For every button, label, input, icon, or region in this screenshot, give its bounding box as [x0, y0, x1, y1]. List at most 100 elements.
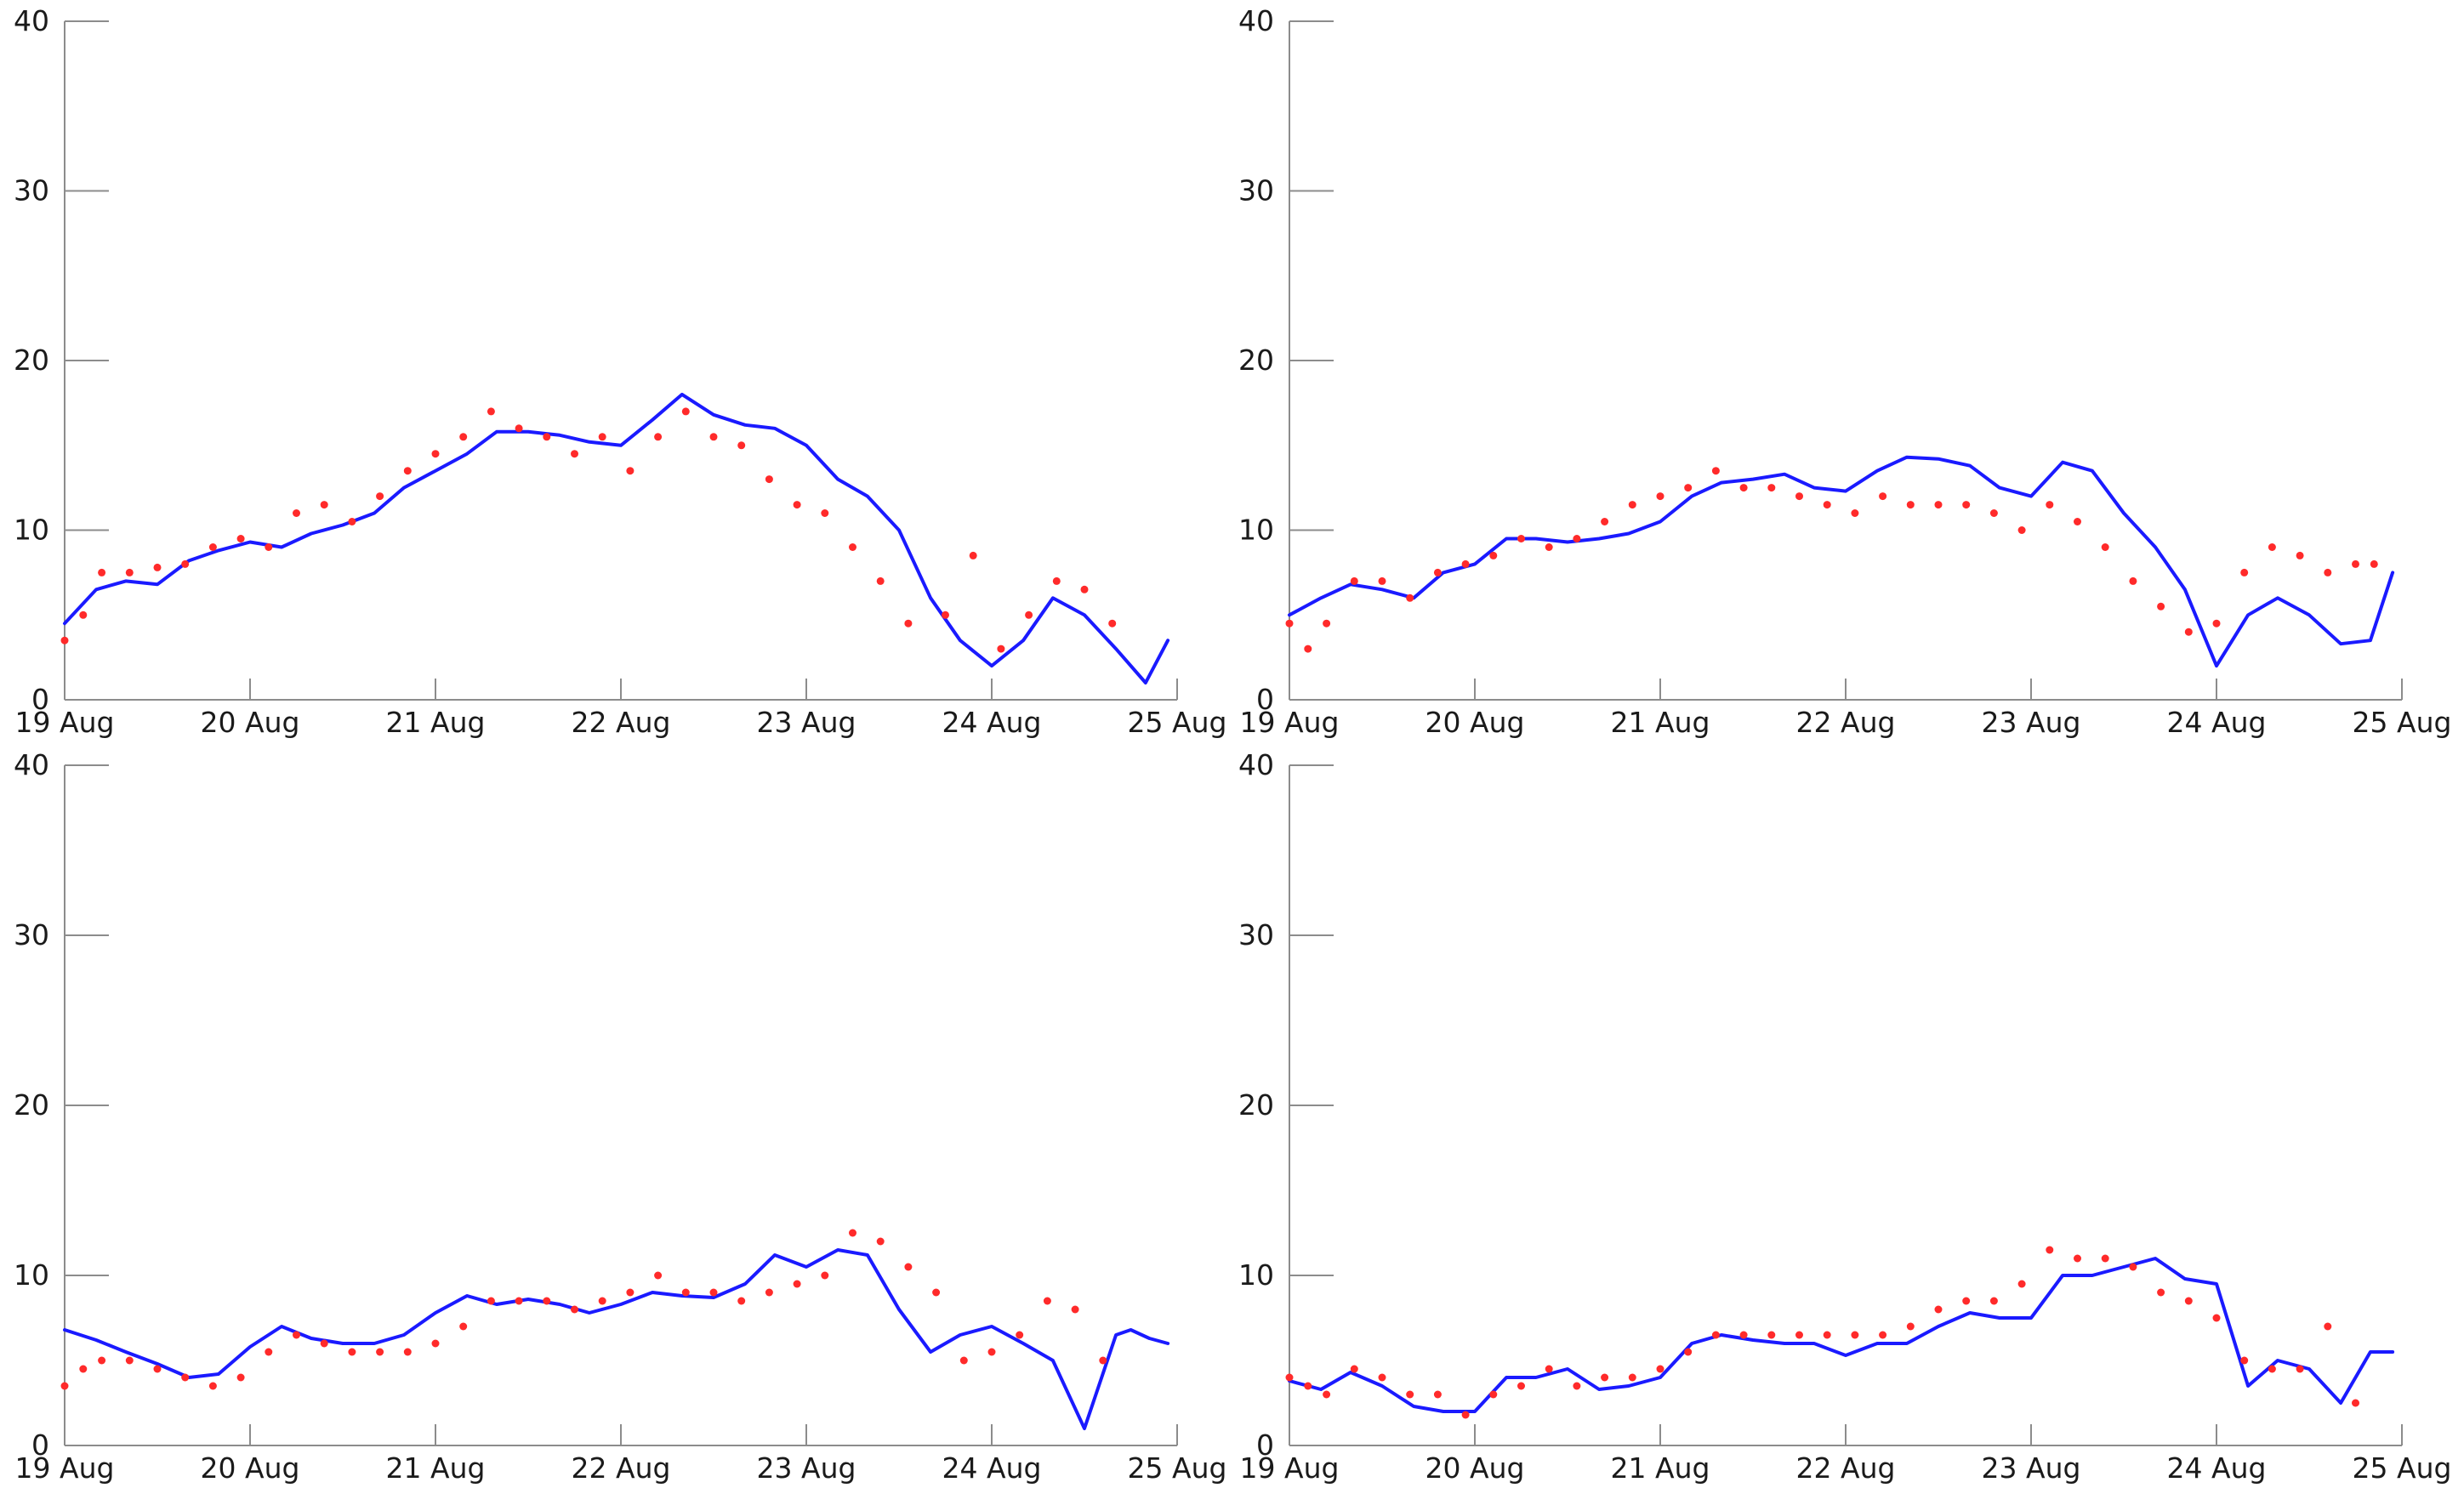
y-tick-label: 0: [1256, 683, 1274, 716]
y-tick-label: 0: [31, 1428, 49, 1462]
scatter-point: [487, 407, 495, 416]
scatter-point: [598, 1297, 606, 1305]
x-tick-label: 25 Aug: [1128, 706, 1227, 739]
scatter-point: [2157, 1288, 2165, 1297]
scatter-point: [2324, 1322, 2332, 1331]
series-line: [1288, 455, 2395, 668]
x-tick-label: 24 Aug: [942, 706, 1042, 739]
scatter-point: [849, 1229, 856, 1237]
scatter-point: [2240, 1356, 2249, 1365]
scatter-point: [737, 1297, 746, 1305]
scatter-point: [1406, 593, 1414, 602]
scatter-point: [2017, 526, 2026, 534]
scatter-point: [1656, 1365, 1664, 1373]
scatter-point: [1323, 619, 1331, 628]
x-tick-label: 21 Aug: [386, 706, 486, 739]
scatter-point: [98, 568, 106, 576]
scatter-point: [208, 543, 217, 551]
scatter-point: [969, 551, 977, 559]
scatter-point: [459, 433, 468, 441]
scatter-point: [1304, 1382, 1312, 1390]
y-tick-label: 20: [14, 1088, 49, 1122]
scatter-point: [1795, 492, 1803, 501]
series-line: [1288, 1257, 2395, 1413]
scatter-point: [2046, 1246, 2054, 1254]
scatter-point: [1906, 501, 1915, 509]
scatter-point: [2101, 543, 2109, 551]
scatter-point: [1795, 1331, 1803, 1339]
scatter-point: [2184, 1297, 2193, 1305]
scatter-point: [997, 645, 1005, 653]
scatter-point: [2352, 1399, 2359, 1407]
y-tick-label: 30: [1238, 174, 1274, 207]
y-tick-label: 40: [1238, 4, 1274, 37]
scatter-point: [1573, 1382, 1581, 1390]
x-tick-label: 25 Aug: [1128, 1451, 1227, 1485]
x-tick-label: 24 Aug: [2167, 706, 2267, 739]
scatter-point: [1851, 509, 1859, 517]
scatter-point: [709, 433, 718, 441]
scatter-point: [1545, 543, 1553, 551]
scatter-point: [543, 433, 551, 441]
scatter-point: [2129, 1263, 2137, 1271]
scatter-point: [821, 509, 829, 517]
scatter-point: [376, 1348, 384, 1356]
x-tick-label: 21 Aug: [386, 1451, 486, 1485]
scatter-point: [153, 563, 162, 571]
scatter-point: [236, 1373, 245, 1382]
scatter-point: [376, 492, 384, 501]
scatter-point: [2296, 551, 2304, 559]
x-tick-label: 22 Aug: [572, 1451, 671, 1485]
y-tick-label: 30: [1238, 918, 1274, 951]
scatter-point: [1879, 492, 1887, 501]
scatter-point: [598, 433, 606, 441]
y-tick-label: 40: [14, 4, 49, 37]
y-tick-label: 20: [1238, 344, 1274, 377]
series-line: [63, 1248, 1170, 1430]
scatter-point: [1099, 1356, 1107, 1365]
scatter-point: [2101, 1254, 2109, 1263]
scatter-point: [236, 535, 245, 542]
scatter-point: [1711, 1331, 1720, 1339]
scatter-point: [709, 1288, 718, 1297]
scatter-point: [2212, 1314, 2221, 1322]
scatter-point: [320, 1339, 328, 1348]
scatter-point: [765, 1288, 773, 1297]
scatter-point: [515, 424, 523, 433]
scatter-point: [1285, 1373, 1294, 1382]
scatter-point: [320, 501, 328, 509]
scatter-point: [2268, 543, 2276, 551]
scatter-point: [1043, 1297, 1051, 1305]
scatter-point: [1684, 1348, 1693, 1356]
scatter-point: [1823, 501, 1831, 509]
y-tick-label: 40: [14, 748, 49, 781]
x-tick-label: 19 Aug: [15, 706, 115, 739]
scatter-point: [181, 559, 190, 568]
scatter-point: [849, 543, 856, 551]
scatter-point: [125, 1356, 134, 1365]
scatter-point: [626, 467, 634, 475]
scatter-point: [2074, 1254, 2081, 1263]
scatter-point: [2296, 1365, 2304, 1373]
scatter-point: [1285, 619, 1294, 628]
chart-panel-top-right: 0 10 20 30 40 19 Aug 20 Aug 21 Aug 22 Aug 23 Aug 2…: [1238, 4, 2451, 739]
scatter-point: [1350, 1365, 1358, 1373]
scatter-point: [987, 1348, 996, 1356]
scatter-point: [959, 1356, 968, 1365]
scatter-point: [876, 576, 885, 585]
x-tick-label: 20 Aug: [201, 1451, 300, 1485]
scatter-point: [1989, 1297, 1998, 1305]
scatter-point: [1489, 551, 1498, 559]
x-tick-label: 23 Aug: [757, 1451, 856, 1485]
scatter-point: [2240, 568, 2249, 576]
scatter-point: [1378, 1373, 1386, 1382]
scatter-point: [1433, 568, 1442, 576]
scatter-point: [265, 543, 273, 551]
chart-panel-bottom-right: 0 10 20 30 40 19 Aug 20 Aug 21 Aug 22 Aug 23 Aug 2…: [1238, 748, 2451, 1485]
scatter-point: [1962, 501, 1971, 509]
scatter-point: [1879, 1331, 1887, 1339]
x-tick-label: 25 Aug: [2353, 706, 2452, 739]
scatter-point: [1080, 585, 1089, 593]
scatter-point: [654, 1271, 663, 1280]
scatter-point: [1489, 1390, 1498, 1399]
